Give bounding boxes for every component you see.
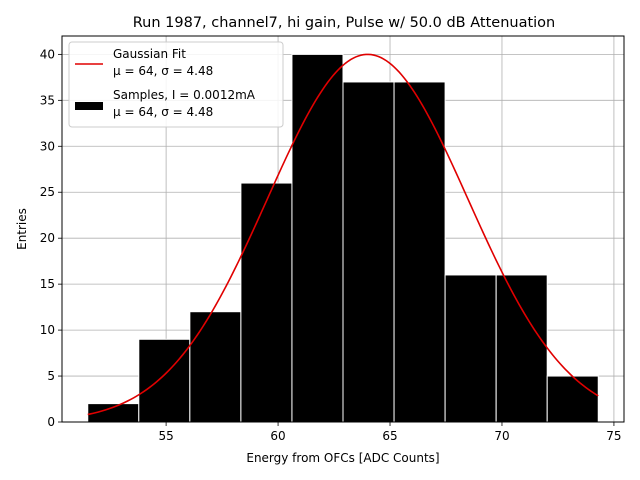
x-tick-label: 70	[494, 429, 509, 443]
y-tick-label: 30	[40, 139, 55, 153]
legend-samples-label: Samples, I = 0.0012mA	[113, 88, 256, 102]
y-tick-label: 10	[40, 323, 55, 337]
y-tick-label: 5	[47, 369, 55, 383]
y-tick-label: 15	[40, 277, 55, 291]
x-tick-label: 75	[606, 429, 621, 443]
x-tick-label: 60	[270, 429, 285, 443]
legend-box	[68, 41, 284, 128]
legend-samples-sublabel: μ = 64, σ = 4.48	[113, 105, 213, 119]
chart-title: Run 1987, channel7, hi gain, Pulse w/ 50…	[133, 15, 556, 31]
gaussian-fit-curve	[87, 53, 599, 416]
histogram-bar-5	[291, 53, 344, 423]
x-axis-ticks: 55 60 65 70 75	[158, 422, 622, 443]
legend-fit-sublabel: μ = 64, σ = 4.48	[113, 64, 213, 78]
histogram-bar-2	[138, 338, 191, 423]
histogram-bars	[87, 53, 599, 423]
y-axis-label: Entries	[15, 208, 29, 250]
y-tick-label: 25	[40, 185, 55, 199]
histogram-bar-7	[393, 81, 446, 423]
legend: Gaussian Fit μ = 64, σ = 4.48 Samples, I…	[68, 41, 284, 128]
x-tick-label: 55	[158, 429, 173, 443]
plot-frame	[61, 35, 625, 423]
histogram-bar-6	[342, 81, 395, 423]
y-tick-label: 0	[47, 415, 55, 429]
y-tick-label: 40	[40, 47, 55, 61]
legend-samples-swatch	[75, 102, 103, 110]
histogram-bar-9	[495, 274, 548, 423]
y-tick-label: 35	[40, 93, 55, 107]
x-axis-label: Energy from OFCs [ADC Counts]	[246, 451, 439, 465]
histogram-bar-4	[240, 182, 293, 423]
x-tick-label: 65	[382, 429, 397, 443]
y-axis-ticks: 0 5 10 15 20 25 30 35 40	[40, 47, 62, 429]
y-tick-label: 20	[40, 231, 55, 245]
histogram-bar-8	[444, 274, 497, 423]
histogram-bar-3	[189, 311, 242, 423]
legend-fit-label: Gaussian Fit	[113, 47, 186, 61]
histogram-bar-10	[546, 375, 599, 423]
